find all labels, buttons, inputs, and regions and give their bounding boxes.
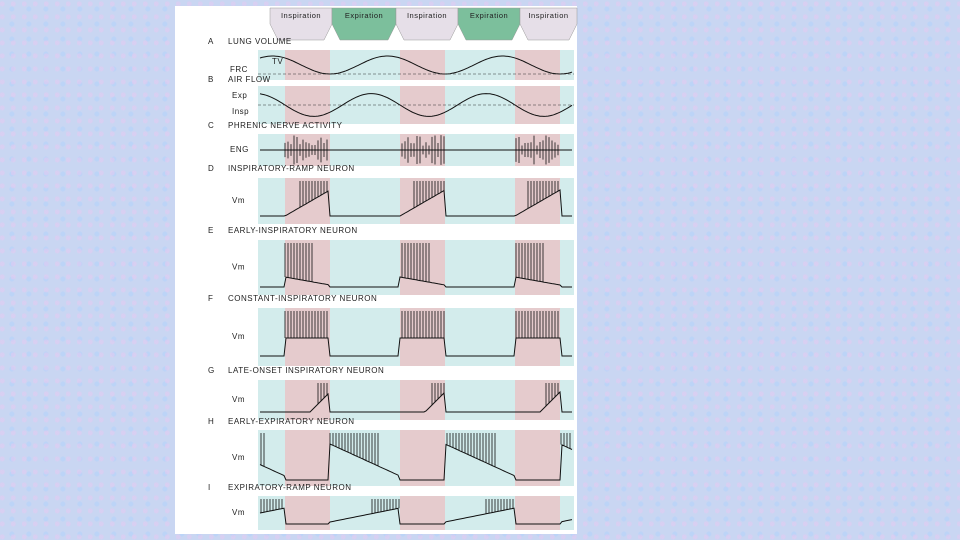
phase-label: Inspiration: [281, 11, 321, 20]
trace-label: ENG: [230, 145, 249, 154]
trace-label: FRC: [230, 65, 248, 74]
panel-letter: D: [208, 164, 214, 173]
phase-label: Expiration: [345, 11, 383, 20]
panel-title: LUNG VOLUME: [228, 37, 292, 46]
panel-letter: A: [208, 37, 214, 46]
phase-label: Expiration: [470, 11, 508, 20]
panel-letter: I: [208, 483, 211, 492]
panel-title: AIR FLOW: [228, 75, 271, 84]
inspiration-stripe: [515, 380, 560, 420]
trace-label: Vm: [232, 332, 245, 341]
panel-letter: E: [208, 226, 214, 235]
panel-title: LATE-ONSET INSPIRATORY NEURON: [228, 366, 384, 375]
trace-label: Vm: [232, 196, 245, 205]
trace-label: Exp: [232, 91, 247, 100]
panel-letter: C: [208, 121, 214, 130]
inspiration-stripe: [285, 430, 330, 486]
trace-label: Insp: [232, 107, 249, 116]
phase-label: Inspiration: [528, 11, 568, 20]
trace-label: Vm: [232, 395, 245, 404]
panel-letter: F: [208, 294, 213, 303]
inspiration-stripe: [285, 496, 330, 530]
inspiration-stripe: [515, 50, 560, 80]
trace-label: TV: [272, 57, 283, 66]
inspiration-stripe: [515, 430, 560, 486]
inspiration-stripe: [400, 430, 445, 486]
phase-label: Inspiration: [407, 11, 447, 20]
inspiration-stripe: [285, 308, 330, 366]
panel-title: INSPIRATORY-RAMP NEURON: [228, 164, 355, 173]
panel-title: PHRENIC NERVE ACTIVITY: [228, 121, 343, 130]
inspiration-stripe: [400, 50, 445, 80]
panel-title: EARLY-EXPIRATORY NEURON: [228, 417, 355, 426]
inspiration-stripe: [285, 380, 330, 420]
inspiration-stripe: [515, 496, 560, 530]
trace-label: Vm: [232, 453, 245, 462]
panel-title: CONSTANT-INSPIRATORY NEURON: [228, 294, 377, 303]
panel-letter: G: [208, 366, 215, 375]
inspiration-stripe: [285, 50, 330, 80]
trace-label: Vm: [232, 263, 245, 272]
panel-title: EARLY-INSPIRATORY NEURON: [228, 226, 358, 235]
panel-letter: B: [208, 75, 214, 84]
inspiration-stripe: [400, 496, 445, 530]
inspiration-stripe: [515, 178, 560, 224]
inspiration-stripe: [400, 240, 445, 295]
inspiration-stripe: [285, 240, 330, 295]
panel-title: EXPIRATORY-RAMP NEURON: [228, 483, 351, 492]
trace-label: Vm: [232, 508, 245, 517]
panel-letter: H: [208, 417, 214, 426]
inspiration-stripe: [285, 178, 330, 224]
